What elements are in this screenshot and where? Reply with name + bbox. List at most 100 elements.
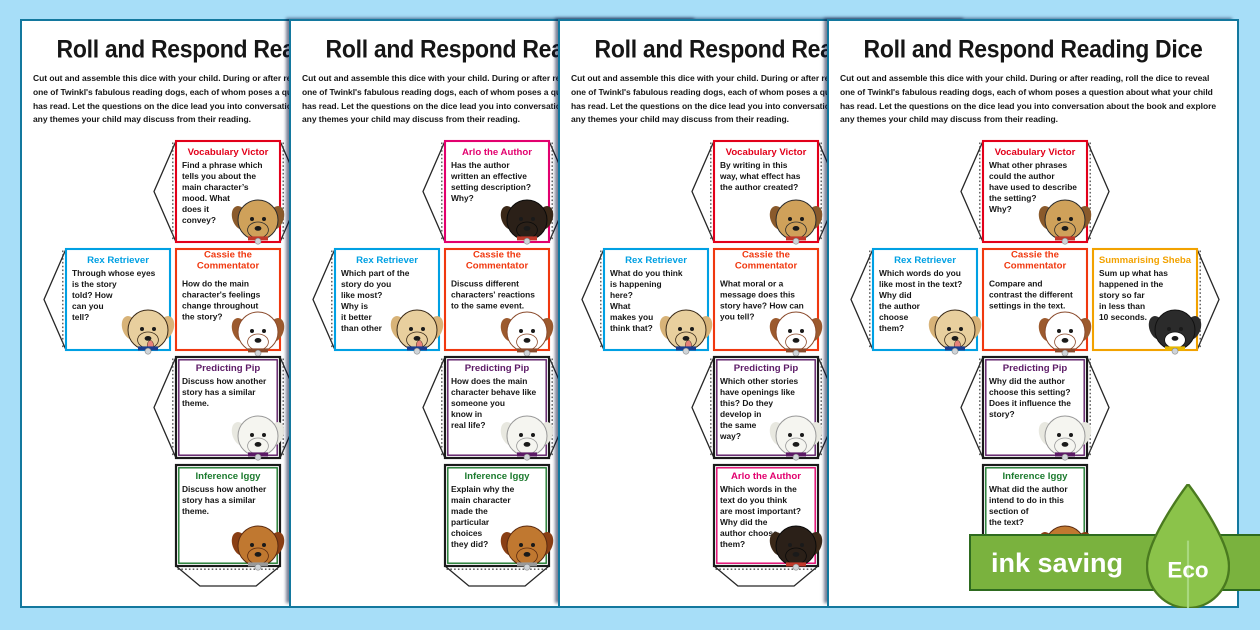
svg-text:story have? How can: story have? How can [720, 301, 804, 311]
svg-text:Discuss how another: Discuss how another [182, 484, 267, 494]
svg-text:Find a phrase which: Find a phrase which [182, 160, 263, 170]
svg-text:Vocabulary Victor: Vocabulary Victor [726, 147, 807, 158]
svg-text:What do you think: What do you think [610, 268, 683, 278]
svg-text:Why?: Why? [989, 204, 1012, 214]
svg-text:happened in the: happened in the [1099, 279, 1164, 289]
svg-text:Why did the: Why did the [720, 517, 768, 527]
svg-text:Predicting Pip: Predicting Pip [734, 363, 799, 374]
svg-text:them?: them? [720, 539, 745, 549]
svg-text:main character’s: main character’s [182, 182, 249, 192]
svg-text:Cassie the: Cassie the [473, 250, 521, 261]
svg-text:Commentator: Commentator [1004, 260, 1067, 271]
svg-text:tells you about the: tells you about the [182, 171, 256, 181]
svg-text:the author created?: the author created? [720, 182, 798, 192]
svg-text:mood. What: mood. What [182, 193, 230, 203]
svg-text:Commentator: Commentator [466, 260, 529, 271]
svg-text:Which words do you: Which words do you [879, 268, 961, 278]
svg-text:is the story: is the story [72, 279, 117, 289]
svg-text:Vocabulary Victor: Vocabulary Victor [188, 147, 269, 158]
svg-text:By writing in this: By writing in this [720, 160, 788, 170]
svg-text:story?: story? [989, 409, 1015, 419]
svg-text:have used to describe: have used to describe [989, 182, 1077, 192]
svg-text:the story?: the story? [182, 312, 223, 322]
svg-text:think that?: think that? [610, 323, 653, 333]
svg-text:theme.: theme. [182, 506, 209, 516]
svg-text:like most in the text?: like most in the text? [879, 279, 962, 289]
svg-text:Rex Retriever: Rex Retriever [625, 255, 687, 266]
svg-text:made the: made the [451, 506, 488, 516]
svg-text:choose this setting?: choose this setting? [989, 387, 1070, 397]
svg-text:have openings like: have openings like [720, 387, 795, 397]
svg-text:change throughout: change throughout [182, 301, 259, 311]
svg-text:Summarising Sheba: Summarising Sheba [1099, 255, 1192, 266]
svg-text:Cassie the: Cassie the [742, 250, 790, 261]
svg-text:choices: choices [451, 528, 483, 538]
svg-text:Sum up what has: Sum up what has [1099, 268, 1168, 278]
svg-text:Predicting Pip: Predicting Pip [465, 363, 530, 374]
svg-text:Inference Iggy: Inference Iggy [195, 471, 261, 482]
svg-text:main character: main character [451, 495, 511, 505]
svg-text:tell?: tell? [72, 312, 89, 322]
svg-text:it better: it better [341, 312, 372, 322]
svg-text:convey?: convey? [182, 215, 216, 225]
svg-text:What moral or a: What moral or a [720, 279, 784, 289]
svg-text:Cassie the: Cassie the [204, 250, 252, 261]
svg-text:message does this: message does this [720, 290, 795, 300]
svg-text:Predicting Pip: Predicting Pip [196, 363, 261, 374]
svg-text:section of: section of [989, 506, 1029, 516]
svg-text:theme.: theme. [182, 398, 209, 408]
svg-text:What: What [610, 301, 631, 311]
svg-text:story so far: story so far [1099, 290, 1145, 300]
svg-text:contrast the different: contrast the different [989, 290, 1073, 300]
svg-text:told? How: told? How [72, 290, 113, 300]
svg-text:Which words in the: Which words in the [720, 484, 797, 494]
svg-text:you tell?: you tell? [720, 312, 754, 322]
svg-text:to the same event.: to the same event. [451, 301, 524, 311]
svg-text:Which other stories: Which other stories [720, 376, 799, 386]
svg-text:know in: know in [451, 409, 482, 419]
svg-text:Inference Iggy: Inference Iggy [1002, 471, 1068, 482]
svg-text:the text?: the text? [989, 517, 1024, 527]
svg-text:does it: does it [182, 204, 209, 214]
svg-text:Why did: Why did [879, 290, 912, 300]
svg-text:Cassie the: Cassie the [1011, 250, 1059, 261]
svg-text:Vocabulary Victor: Vocabulary Victor [995, 147, 1076, 158]
svg-text:than other: than other [341, 323, 383, 333]
svg-text:What did the author: What did the author [989, 484, 1068, 494]
svg-text:Predicting Pip: Predicting Pip [1003, 363, 1068, 374]
svg-text:develop in: develop in [720, 409, 761, 419]
svg-text:text do you think: text do you think [720, 495, 787, 505]
svg-text:Arlo the Author: Arlo the Author [462, 147, 532, 158]
svg-text:How does the main: How does the main [451, 376, 527, 386]
svg-text:choose: choose [879, 312, 909, 322]
svg-text:Why?: Why? [451, 193, 474, 203]
svg-text:makes you: makes you [610, 312, 653, 322]
svg-text:can you: can you [72, 301, 104, 311]
svg-text:Rex Retriever: Rex Retriever [894, 255, 956, 266]
svg-text:Which part of the: Which part of the [341, 268, 410, 278]
svg-text:intend to do in this: intend to do in this [989, 495, 1064, 505]
svg-text:character behave like: character behave like [451, 387, 537, 397]
svg-text:story do you: story do you [341, 279, 391, 289]
svg-text:Explain why the: Explain why the [451, 484, 515, 494]
svg-text:characters' reactions: characters' reactions [451, 290, 535, 300]
svg-text:like most?: like most? [341, 290, 382, 300]
svg-text:Does it influence the: Does it influence the [989, 398, 1071, 408]
svg-text:Why is: Why is [341, 301, 368, 311]
svg-text:What other phrases: What other phrases [989, 160, 1068, 170]
svg-text:Arlo the Author: Arlo the Author [731, 471, 801, 482]
svg-text:is happening: is happening [610, 279, 662, 289]
svg-text:story has a similar: story has a similar [182, 495, 256, 505]
svg-text:the same: the same [720, 420, 757, 430]
svg-text:here?: here? [610, 290, 633, 300]
svg-text:the author: the author [879, 301, 921, 311]
svg-text:Rex Retriever: Rex Retriever [356, 255, 418, 266]
svg-text:someone you: someone you [451, 398, 505, 408]
svg-text:Commentator: Commentator [735, 260, 798, 271]
svg-text:Eco: Eco [1167, 558, 1208, 583]
svg-text:Discuss how another: Discuss how another [182, 376, 267, 386]
svg-text:could the author: could the author [989, 171, 1055, 181]
svg-text:written an effective: written an effective [450, 171, 527, 181]
svg-text:way?: way? [719, 431, 741, 441]
svg-text:author choose: author choose [720, 528, 778, 538]
